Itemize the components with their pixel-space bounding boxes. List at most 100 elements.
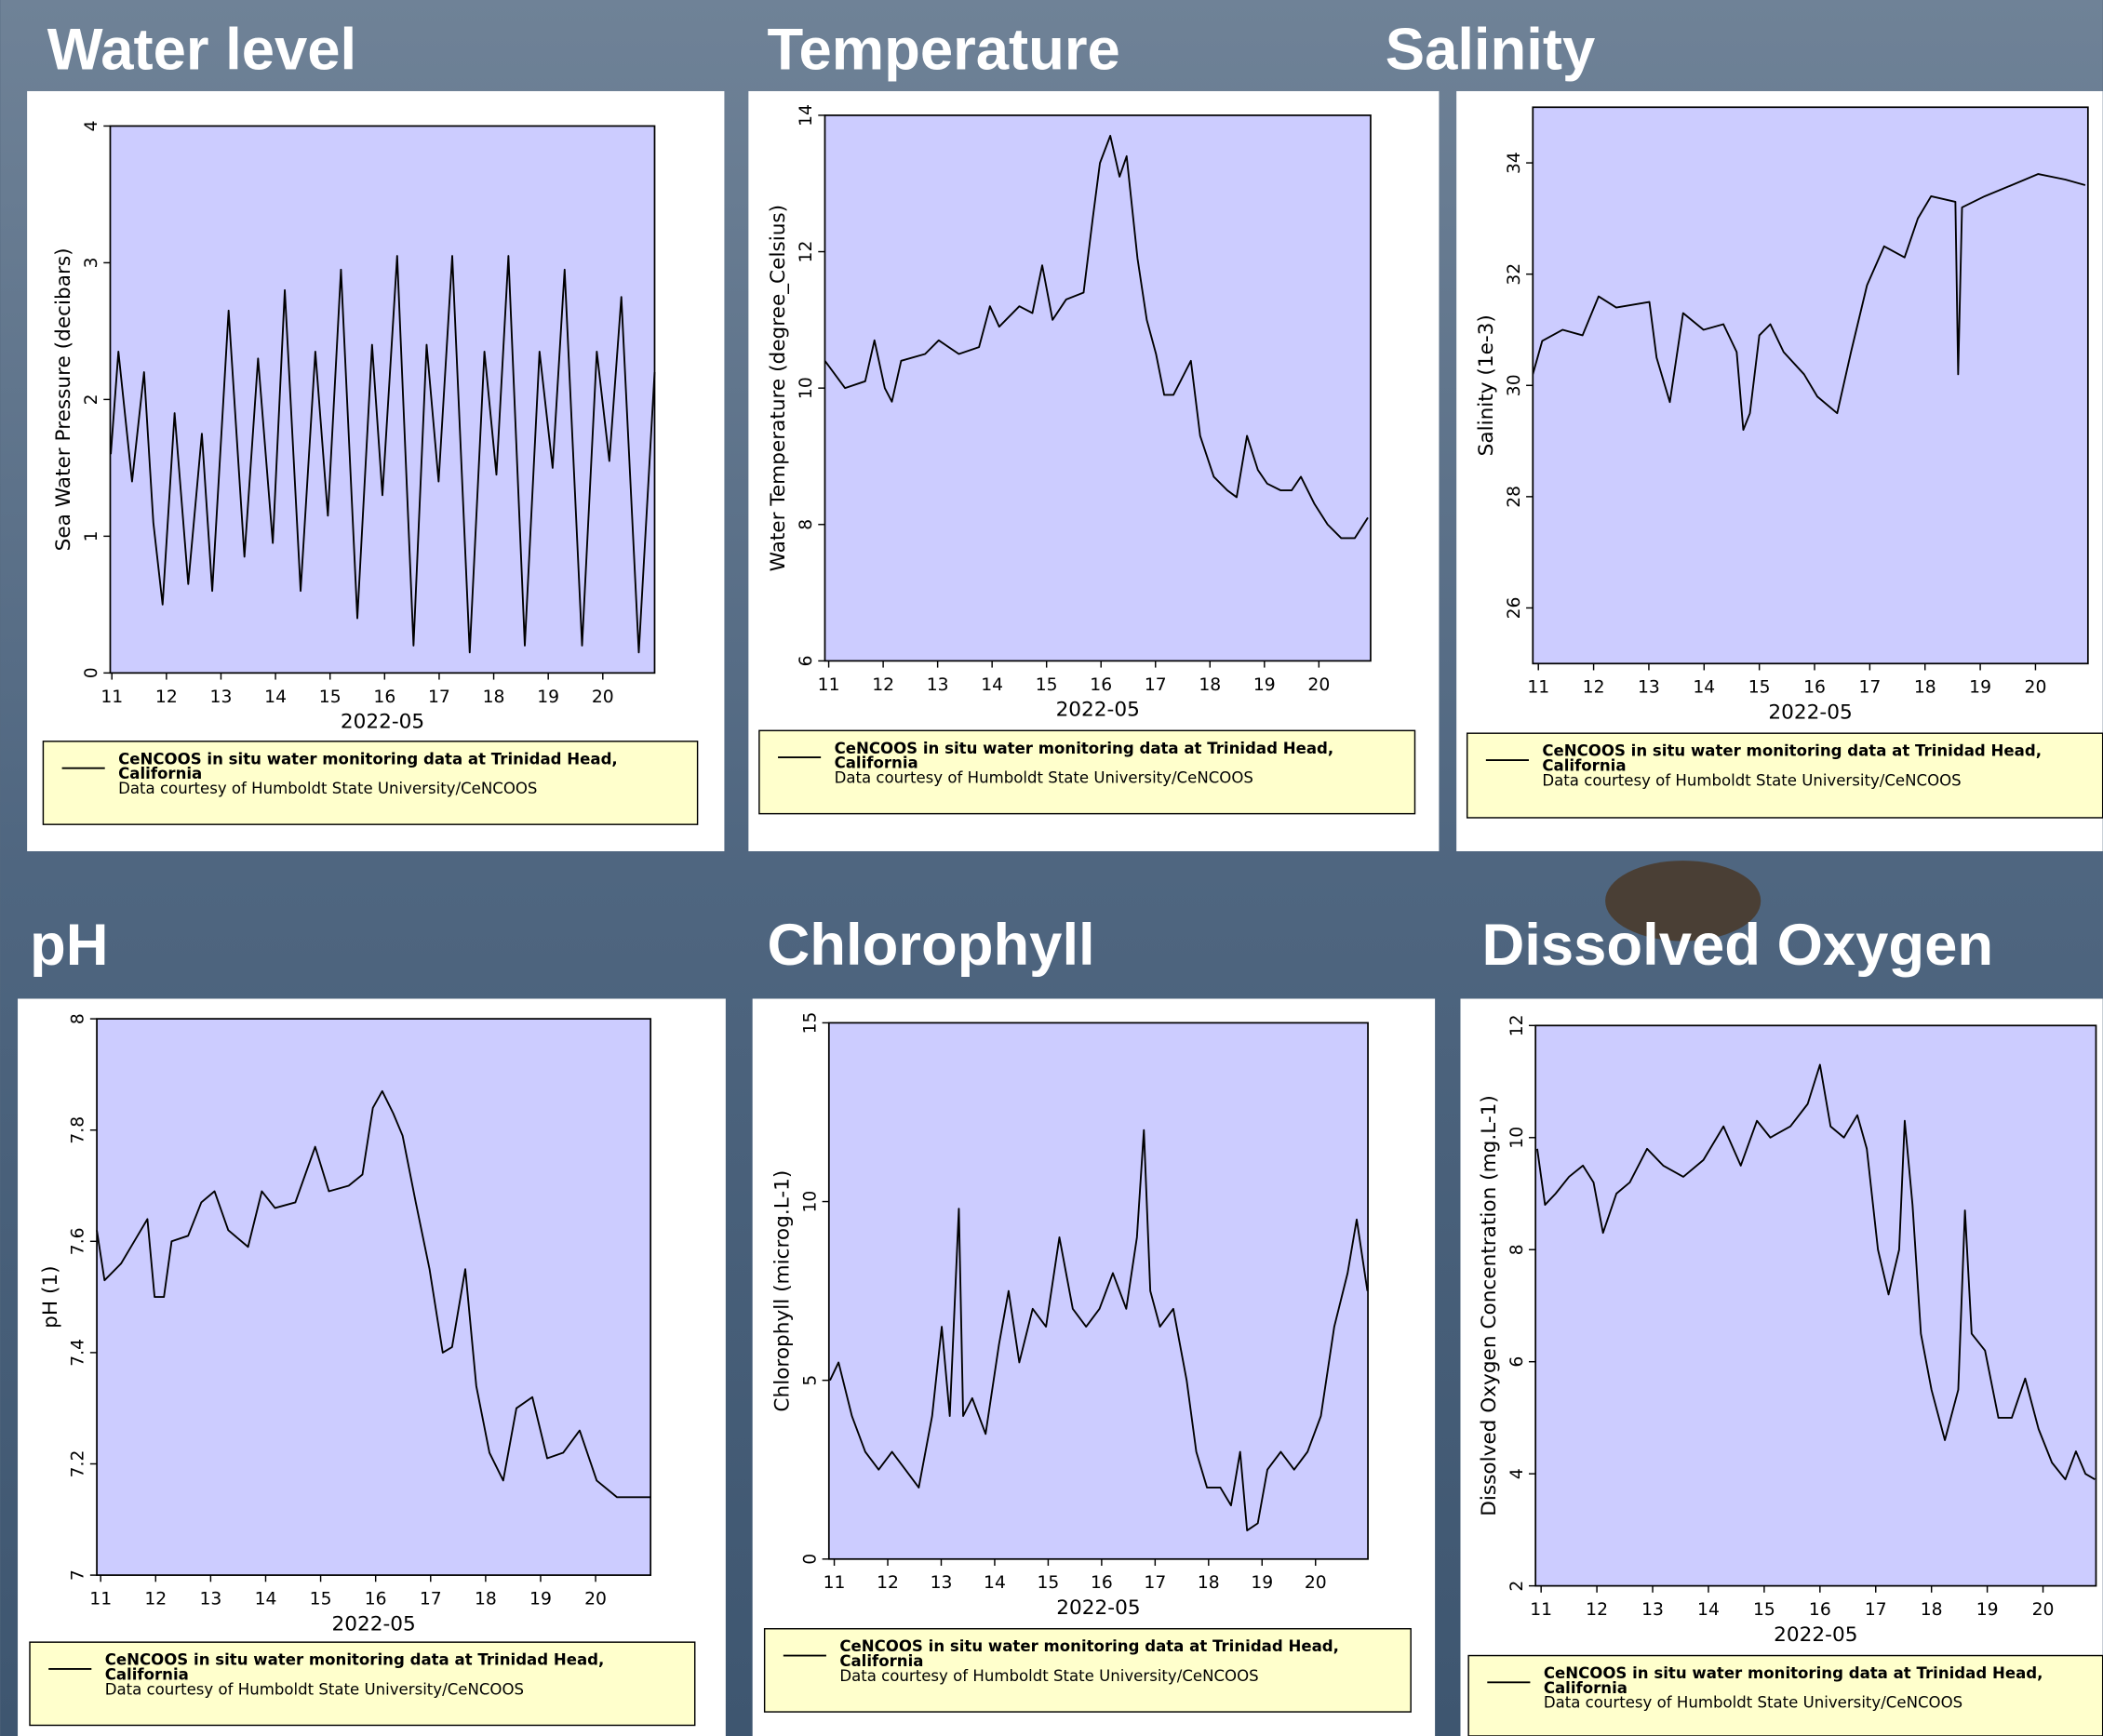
legend-entry: CeNCOOS in situ water monitoring data at… [839, 1639, 1375, 1669]
x-tick-label: 17 [420, 1590, 442, 1609]
x-tick-label: 19 [1253, 675, 1276, 695]
x-tick-label: 19 [1969, 678, 1991, 698]
x-tick-label: 19 [537, 688, 559, 707]
y-tick-label: 8 [69, 1013, 88, 1024]
x-tick-label: 14 [981, 675, 1003, 695]
y-tick-label: 8 [797, 519, 816, 530]
plot-area [829, 1022, 1368, 1558]
legend-text: CeNCOOS in situ water monitoring data at… [1544, 1666, 2080, 1733]
chart-title: Salinity [1386, 17, 1595, 82]
plot-area [110, 126, 654, 673]
legend-entry: CeNCOOS in situ water monitoring data at… [118, 752, 654, 781]
x-tick-label: 14 [1693, 678, 1715, 698]
y-tick-label: 7.8 [69, 1116, 88, 1144]
x-tick-label: 13 [1641, 1600, 1664, 1620]
y-axis-label: Sea Water Pressure (decibars) [52, 247, 75, 551]
x-tick-label: 17 [1144, 1573, 1166, 1593]
y-axis-label: Chlorophyll (microg.L-1) [771, 1170, 795, 1412]
y-tick-label: 34 [1505, 152, 1524, 174]
y-tick-label: 12 [1507, 1014, 1527, 1036]
y-tick-label: 15 [800, 1012, 820, 1035]
legend-content: CeNCOOS in situ water monitoring data at… [1542, 744, 2078, 789]
x-tick-label: 13 [1638, 678, 1660, 698]
y-tick-label: 10 [800, 1191, 820, 1213]
x-tick-label: 19 [529, 1590, 552, 1609]
y-axis-label: Water Temperature (degree_Celsius) [767, 205, 790, 572]
x-tick-label: 11 [100, 688, 123, 707]
x-tick-label: 12 [872, 675, 894, 695]
y-axis-label: Dissolved Oxygen Concentration (mg.L-1) [1478, 1095, 1501, 1516]
x-tick-label: 12 [1583, 678, 1605, 698]
x-axis-label: 2022-05 [1056, 699, 1140, 722]
x-tick-label: 12 [1586, 1600, 1608, 1620]
x-axis-label: 2022-05 [1056, 1596, 1140, 1620]
x-tick-label: 16 [1090, 675, 1112, 695]
y-tick-label: 4 [1507, 1468, 1527, 1479]
legend-source: Data courtesy of Humboldt State Universi… [118, 779, 537, 797]
x-tick-label: 18 [475, 1590, 497, 1609]
x-tick-label: 16 [365, 1590, 387, 1609]
legend-source: Data courtesy of Humboldt State Universi… [1544, 1693, 1962, 1712]
x-tick-label: 20 [2032, 1600, 2055, 1620]
y-tick-label: 0 [82, 667, 101, 678]
y-tick-label: 28 [1505, 486, 1524, 508]
chart-title: pH [30, 913, 109, 978]
x-tick-label: 16 [1803, 678, 1826, 698]
x-tick-label: 17 [1858, 678, 1881, 698]
legend-text: CeNCOOS in situ water monitoring data at… [105, 1653, 641, 1723]
x-tick-label: 11 [818, 675, 840, 695]
x-tick-label: 14 [255, 1590, 277, 1609]
x-axis-label: 2022-05 [1774, 1623, 1857, 1647]
legend-entry: CeNCOOS in situ water monitoring data at… [1542, 744, 2078, 774]
y-tick-label: 5 [800, 1375, 820, 1386]
plot-area [824, 115, 1370, 661]
x-axis-label: 2022-05 [1768, 701, 1852, 725]
legend-content: CeNCOOS in situ water monitoring data at… [1544, 1666, 2080, 1711]
x-tick-label: 15 [1748, 678, 1771, 698]
chart-title: Water level [47, 17, 356, 82]
x-tick-label: 19 [1976, 1600, 1999, 1620]
y-axis-label: Salinity (1e-3) [1475, 314, 1498, 456]
y-tick-label: 8 [1507, 1244, 1527, 1255]
legend-source: Data courtesy of Humboldt State Universi… [835, 768, 1253, 787]
x-tick-label: 13 [931, 1573, 953, 1593]
legend-content: CeNCOOS in situ water monitoring data at… [118, 752, 654, 796]
y-tick-label: 7.2 [69, 1450, 88, 1478]
y-tick-label: 7 [69, 1569, 88, 1581]
x-tick-label: 15 [1753, 1600, 1775, 1620]
legend-text: CeNCOOS in situ water monitoring data at… [1542, 744, 2078, 815]
legend-entry: CeNCOOS in situ water monitoring data at… [105, 1653, 641, 1683]
legend-content: CeNCOOS in situ water monitoring data at… [839, 1639, 1375, 1684]
y-tick-label: 2 [1507, 1581, 1527, 1592]
legend-entry: CeNCOOS in situ water monitoring data at… [835, 741, 1371, 771]
x-tick-label: 13 [210, 688, 233, 707]
x-axis-label: 2022-05 [341, 711, 424, 734]
x-tick-label: 15 [1038, 1573, 1060, 1593]
x-tick-label: 20 [592, 688, 614, 707]
x-tick-label: 18 [1921, 1600, 1943, 1620]
legend-content: CeNCOOS in situ water monitoring data at… [835, 741, 1371, 786]
y-tick-label: 30 [1505, 374, 1524, 396]
x-tick-label: 20 [2025, 678, 2047, 698]
legend-source: Data courtesy of Humboldt State Universi… [1542, 771, 1961, 790]
x-tick-label: 17 [1145, 675, 1167, 695]
x-tick-label: 20 [1305, 1573, 1327, 1593]
y-axis-label: pH (1) [39, 1265, 62, 1328]
x-tick-label: 11 [89, 1590, 112, 1609]
legend-text: CeNCOOS in situ water monitoring data at… [835, 741, 1371, 811]
x-tick-label: 17 [428, 688, 450, 707]
x-tick-label: 20 [1307, 675, 1330, 695]
y-tick-label: 26 [1505, 597, 1524, 620]
x-tick-label: 14 [264, 688, 287, 707]
x-tick-label: 18 [1198, 1573, 1220, 1593]
y-tick-label: 7.6 [69, 1227, 88, 1255]
x-tick-label: 11 [824, 1573, 846, 1593]
y-tick-label: 12 [797, 241, 816, 263]
x-tick-label: 18 [1914, 678, 1936, 698]
x-tick-label: 13 [199, 1590, 221, 1609]
x-tick-label: 15 [1036, 675, 1058, 695]
x-tick-label: 16 [1091, 1573, 1113, 1593]
